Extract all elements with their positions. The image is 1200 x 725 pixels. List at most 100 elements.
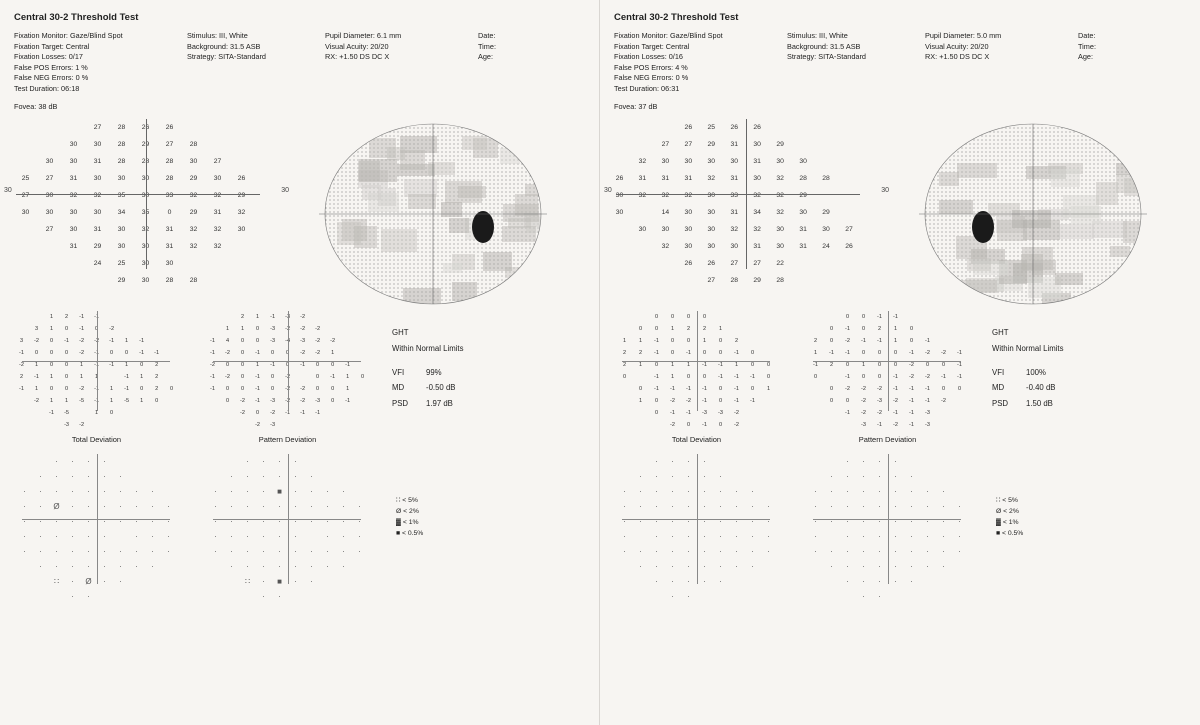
- total-dev-cell: 0: [164, 383, 179, 395]
- td-prob-cell: ·: [665, 469, 681, 484]
- td-prob-cell: ·: [81, 514, 97, 529]
- threshold-cell: [182, 255, 206, 272]
- td-prob-cell: ·: [17, 514, 33, 529]
- pattern-dev-cell: [824, 407, 840, 419]
- pd-prob-cell: ·: [320, 484, 336, 499]
- threshold-cell: 31: [723, 136, 746, 153]
- threshold-cell: [206, 136, 230, 153]
- threshold-cell: [38, 255, 62, 272]
- threshold-cell: 27: [746, 255, 769, 272]
- threshold-cell: 30: [62, 153, 86, 170]
- total-deviation-probability: ········································…: [614, 454, 779, 604]
- td-prob-cell: [713, 454, 729, 469]
- total-dev-cell: [649, 419, 665, 431]
- threshold-cell: 30: [700, 238, 723, 255]
- pd-prob-cell: [304, 589, 320, 604]
- pd-prob-cell: ·: [288, 499, 304, 514]
- td-prob-cell: [617, 454, 633, 469]
- threshold-cell: 30: [110, 238, 134, 255]
- total-dev-cell: 2: [617, 347, 633, 359]
- pattern-dev-cell: 1: [220, 323, 235, 335]
- pd-prob-cell: ·: [840, 454, 856, 469]
- pd-prob-cell: ·: [840, 499, 856, 514]
- pd-prob-cell: ·: [856, 529, 872, 544]
- total-dev-cell: -1: [119, 383, 134, 395]
- threshold-cell: 28: [182, 136, 206, 153]
- threshold-cell: 32: [182, 187, 206, 204]
- td-prob-cell: ·: [113, 514, 129, 529]
- td-prob-cell: Ø: [49, 499, 65, 514]
- pattern-dev-cell: -1: [250, 395, 265, 407]
- legend-item: ▓ < 1%: [996, 518, 1023, 529]
- grayscale: [913, 119, 1153, 309]
- pattern-dev-cell: -1: [920, 383, 936, 395]
- pd-prob-cell: [888, 589, 904, 604]
- pattern-dev-cell: [936, 419, 952, 431]
- threshold-cell: 30: [700, 153, 723, 170]
- pd-prob-cell: ·: [272, 469, 288, 484]
- threshold-cell: 31: [792, 221, 815, 238]
- total-dev-cell: [633, 407, 649, 419]
- pd-prob-cell: ·: [856, 469, 872, 484]
- pd-prob-cell: [224, 574, 240, 589]
- total-dev-cell: 0: [119, 347, 134, 359]
- total-dev-cell: 1: [44, 371, 59, 383]
- td-prob-cell: [617, 574, 633, 589]
- pd-prob-cell: [352, 589, 368, 604]
- pd-prob-cell: ·: [904, 484, 920, 499]
- threshold-cell: 30: [769, 153, 792, 170]
- threshold-cell: 31: [62, 238, 86, 255]
- pd-prob-cell: ·: [256, 454, 272, 469]
- pd-prob-cell: [320, 574, 336, 589]
- td-prob-cell: [761, 559, 777, 574]
- threshold-cell: 26: [677, 255, 700, 272]
- pd-prob-cell: [920, 469, 936, 484]
- total-dev-cell: 2: [14, 371, 29, 383]
- threshold-cell: 32: [769, 170, 792, 187]
- total-dev-cell: [761, 419, 777, 431]
- pattern-dev-cell: -1: [872, 311, 888, 323]
- total-dev-cell: 0: [697, 347, 713, 359]
- total-dev-cell: [14, 419, 29, 431]
- total-dev-cell: 1: [633, 395, 649, 407]
- pd-prob-cell: [336, 469, 352, 484]
- total-dev-cell: [119, 323, 134, 335]
- pd-prob-cell: [952, 589, 968, 604]
- td-prob-cell: [729, 589, 745, 604]
- td-prob-cell: ·: [665, 544, 681, 559]
- threshold-cell: 29: [792, 187, 815, 204]
- pd-prob-cell: ·: [856, 559, 872, 574]
- td-prob-cell: ·: [649, 529, 665, 544]
- pd-prob-cell: ·: [872, 574, 888, 589]
- td-prob-cell: ·: [745, 514, 761, 529]
- pattern-dev-cell: -2: [310, 323, 325, 335]
- total-dev-cell: [29, 407, 44, 419]
- pd-prob-cell: ·: [336, 544, 352, 559]
- pattern-dev-cell: 0: [808, 371, 824, 383]
- total-deviation-label: Total Deviation: [14, 435, 179, 444]
- pattern-dev-cell: -2: [295, 347, 310, 359]
- total-dev-cell: 0: [665, 347, 681, 359]
- total-dev-cell: 1: [134, 395, 149, 407]
- legend-item: ■ < 0.5%: [996, 529, 1023, 540]
- td-prob-cell: [49, 589, 65, 604]
- pattern-dev-cell: -2: [920, 347, 936, 359]
- threshold-cell: 27: [38, 221, 62, 238]
- td-prob-cell: ·: [681, 514, 697, 529]
- td-prob-cell: ·: [713, 544, 729, 559]
- legend-item: Ø < 2%: [396, 507, 423, 518]
- threshold-cell: 26: [700, 255, 723, 272]
- pattern-dev-cell: [220, 407, 235, 419]
- td-prob-cell: ·: [713, 559, 729, 574]
- pd-prob-cell: ·: [256, 484, 272, 499]
- pattern-dev-cell: -1: [904, 383, 920, 395]
- pd-prob-cell: [808, 469, 824, 484]
- pd-prob-cell: [352, 559, 368, 574]
- td-prob-cell: ·: [129, 529, 145, 544]
- pd-prob-cell: ·: [288, 559, 304, 574]
- td-prob-cell: ·: [33, 469, 49, 484]
- pattern-dev-cell: 1: [340, 383, 355, 395]
- threshold-cell: 27: [700, 272, 723, 289]
- total-dev-cell: 0: [104, 407, 119, 419]
- pd-prob-cell: ·: [208, 484, 224, 499]
